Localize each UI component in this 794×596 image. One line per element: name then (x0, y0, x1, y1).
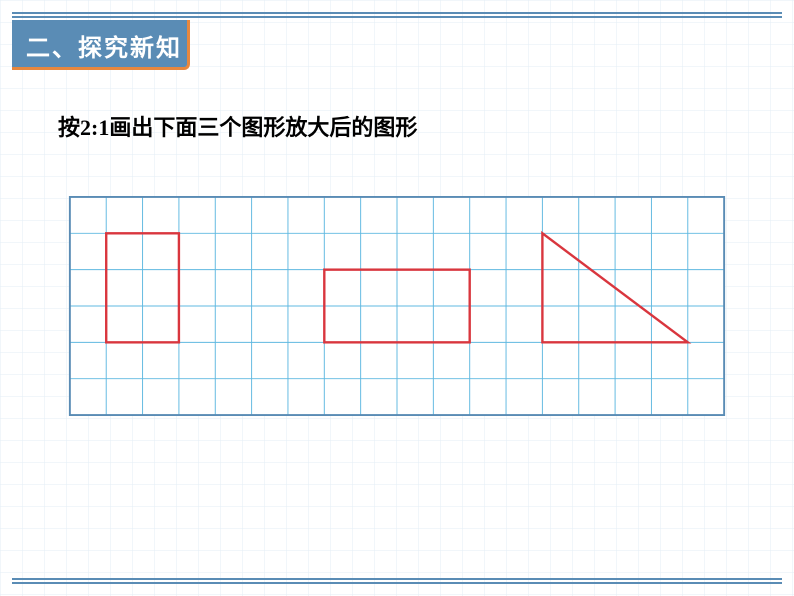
shapes-grid (54, 196, 740, 416)
section-title: 二、探究新知 (26, 28, 182, 63)
section-tab: 二、探究新知 (12, 20, 190, 70)
page-border-top (12, 12, 782, 18)
page-border-bottom (12, 578, 782, 584)
question-text: 按2:1画出下面三个图形放大后的图形 (58, 110, 417, 142)
